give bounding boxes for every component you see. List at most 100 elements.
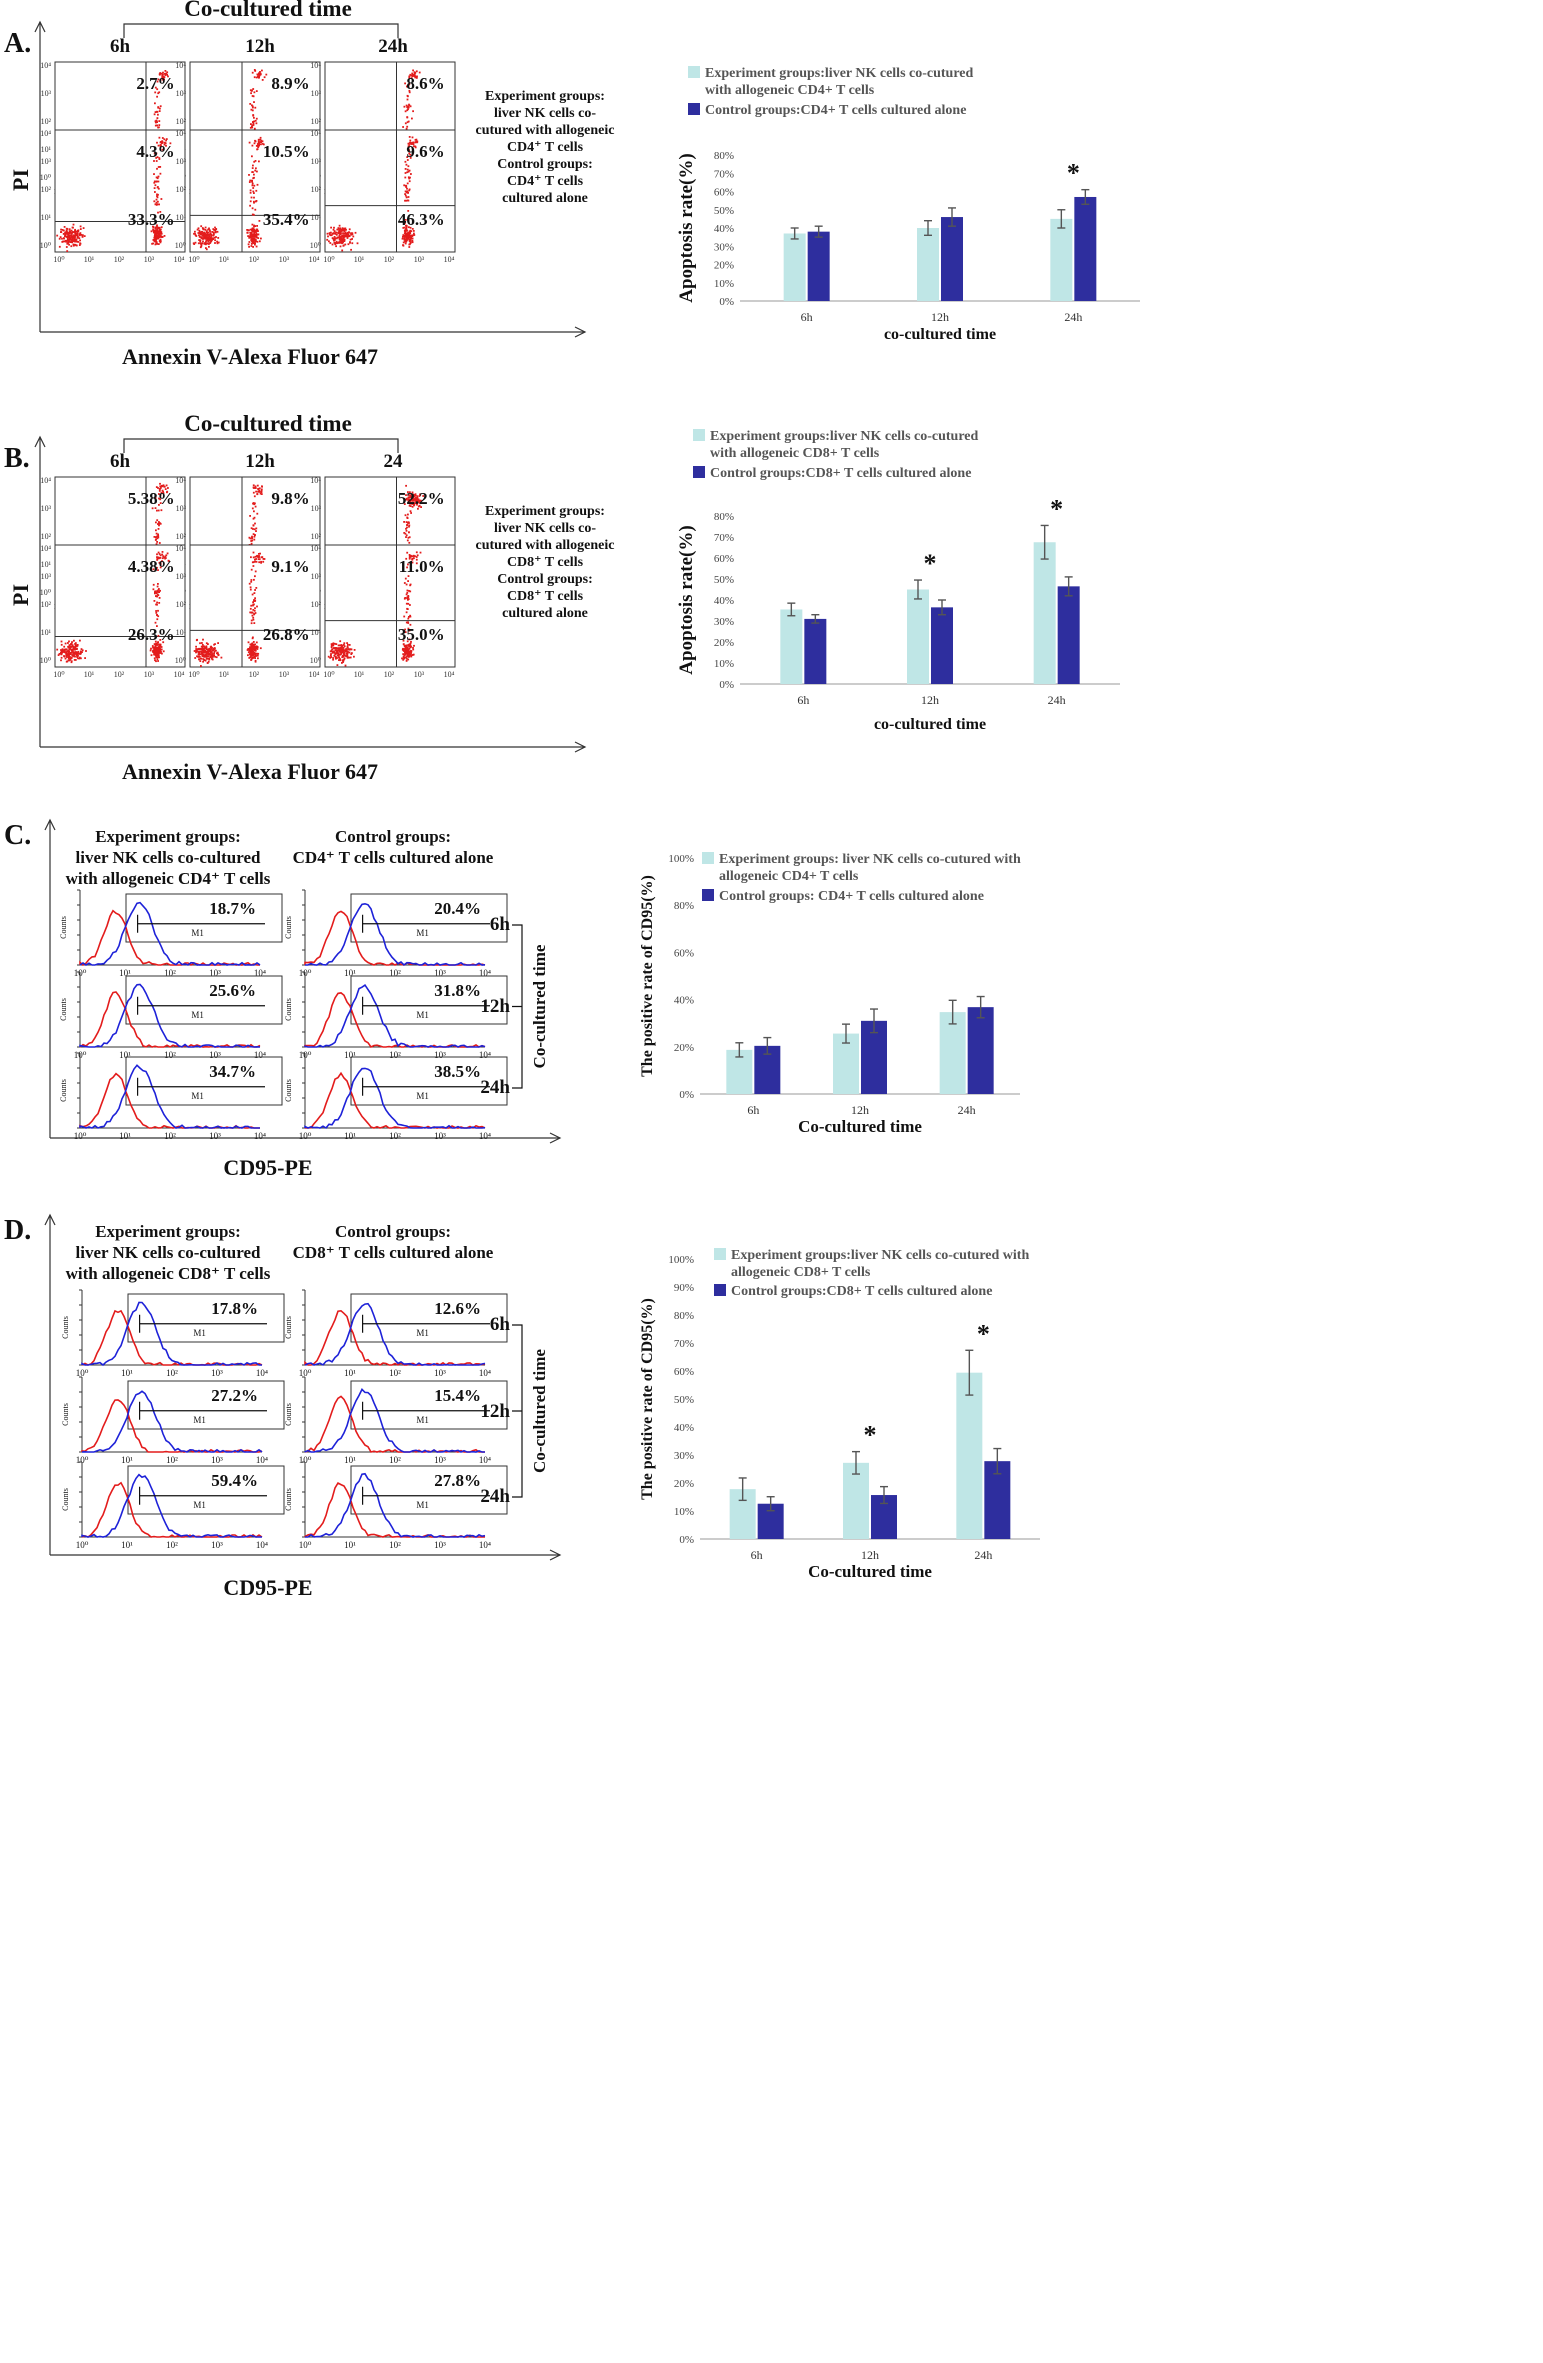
x-tick-label: 10⁴ xyxy=(174,255,185,264)
row-group-label: CD8⁺ T cells xyxy=(507,555,584,570)
event-dot xyxy=(159,557,162,559)
cd95-histogram-curve xyxy=(79,901,261,966)
event-dot xyxy=(349,241,351,244)
event-dot xyxy=(332,657,334,659)
event-dot xyxy=(78,234,81,237)
event-dot xyxy=(150,647,152,650)
event-dot xyxy=(77,230,80,233)
event-dot xyxy=(248,236,251,239)
legend-swatch xyxy=(688,66,700,78)
event-dot xyxy=(405,651,408,654)
event-dot xyxy=(254,106,257,109)
x-tick-label: 10³ xyxy=(414,255,425,264)
event-dot xyxy=(407,536,410,539)
event-dot xyxy=(249,588,252,591)
legend: Experiment groups:liver NK cells co-cutu… xyxy=(714,1248,1029,1299)
event-dot xyxy=(407,656,410,658)
event-dot xyxy=(251,109,254,112)
event-dot xyxy=(84,657,86,659)
event-dot xyxy=(248,181,251,183)
event-dot xyxy=(208,243,210,245)
event-dot xyxy=(249,126,252,129)
event-dot xyxy=(157,487,159,489)
event-dot xyxy=(251,179,253,182)
event-dot xyxy=(265,73,268,76)
event-dot xyxy=(402,639,405,642)
event-dot xyxy=(408,531,410,534)
y-tick-label: 40% xyxy=(714,595,734,607)
event-dot xyxy=(68,655,70,658)
y-tick-label: 60% xyxy=(714,553,734,565)
y-tick-label: 10% xyxy=(714,278,734,290)
event-dot xyxy=(341,239,344,242)
event-dot xyxy=(253,622,256,624)
event-dot xyxy=(199,647,202,650)
event-dot xyxy=(204,229,207,231)
event-dot xyxy=(248,648,250,651)
event-dot xyxy=(254,502,256,505)
event-dot xyxy=(411,234,414,237)
event-dot xyxy=(254,119,257,122)
event-dot xyxy=(194,657,197,659)
event-dot xyxy=(157,652,160,655)
event-dot xyxy=(76,651,79,654)
event-dot xyxy=(415,77,418,79)
gate-box xyxy=(350,1056,508,1106)
event-dot xyxy=(200,665,202,667)
event-dot xyxy=(197,232,200,234)
event-dot xyxy=(154,226,157,229)
y-tick-label: 0% xyxy=(679,1089,694,1101)
event-dot xyxy=(195,235,198,237)
event-dot xyxy=(339,658,341,660)
event-dot xyxy=(408,234,411,236)
event-dot xyxy=(406,551,409,554)
event-dot xyxy=(409,505,412,507)
event-dot xyxy=(158,553,161,555)
event-dot xyxy=(341,227,344,230)
event-dot xyxy=(72,648,74,651)
hist-x-tick-label: 10¹ xyxy=(119,1131,131,1141)
event-dot xyxy=(411,228,414,230)
bar-experiment-24h xyxy=(1050,218,1073,301)
event-dot xyxy=(412,653,415,656)
event-dot xyxy=(408,246,411,248)
event-dot xyxy=(411,75,414,77)
event-dot xyxy=(210,647,213,650)
event-dot xyxy=(159,563,162,565)
upper-right-percent: 4.3% xyxy=(136,142,174,161)
event-dot xyxy=(335,643,338,645)
y-tick-label: 20% xyxy=(714,637,734,649)
event-dot xyxy=(158,490,161,492)
event-dot xyxy=(346,652,349,654)
event-dot xyxy=(155,157,158,159)
event-dot xyxy=(79,239,81,242)
event-dot xyxy=(335,652,338,655)
event-dot xyxy=(333,651,335,654)
event-dot xyxy=(68,657,70,659)
event-dot xyxy=(253,127,256,130)
event-dot xyxy=(408,142,411,144)
event-dot xyxy=(412,497,414,500)
event-dot xyxy=(166,552,169,555)
event-dot xyxy=(251,241,254,244)
event-dot xyxy=(158,591,160,593)
event-dot xyxy=(407,627,410,630)
y-tick-label: 0% xyxy=(679,1534,694,1546)
x-axis-title: CD95-PE xyxy=(223,1155,312,1180)
event-dot xyxy=(346,642,348,644)
event-dot xyxy=(416,75,418,78)
event-dot xyxy=(251,213,254,216)
event-dot xyxy=(161,489,164,492)
event-dot xyxy=(259,492,262,495)
event-dot xyxy=(194,230,196,233)
event-dot xyxy=(160,141,162,143)
event-dot xyxy=(204,235,207,237)
hist-x-tick-label: 10⁰ xyxy=(76,1455,89,1465)
event-dot xyxy=(410,173,412,175)
event-dot xyxy=(159,494,162,496)
event-dot xyxy=(203,647,205,650)
event-dot xyxy=(409,496,412,498)
event-dot xyxy=(407,170,410,173)
event-dot xyxy=(257,76,259,78)
event-dot xyxy=(60,640,63,643)
